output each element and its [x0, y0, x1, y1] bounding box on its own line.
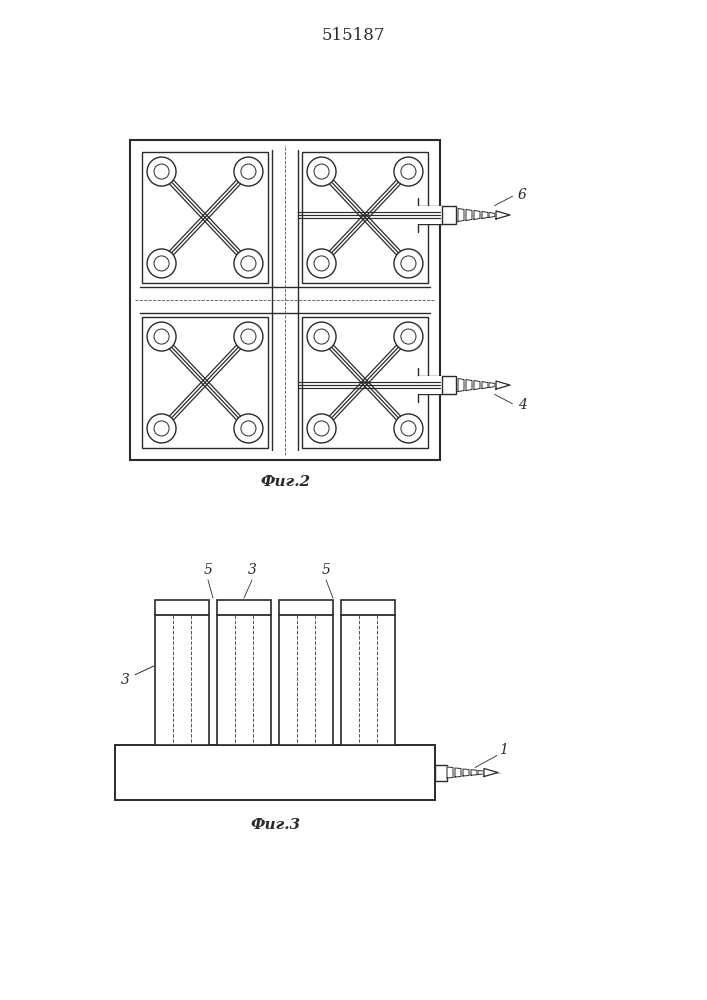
Circle shape [154, 421, 169, 436]
Bar [302, 152, 428, 283]
Circle shape [394, 414, 423, 443]
Polygon shape [474, 210, 480, 219]
Text: 3: 3 [247, 563, 257, 577]
Polygon shape [482, 211, 488, 218]
Circle shape [241, 421, 256, 436]
Polygon shape [474, 381, 480, 390]
Text: 6: 6 [518, 188, 527, 202]
Polygon shape [482, 382, 488, 389]
Bar [341, 600, 395, 745]
Bar [155, 600, 209, 745]
Polygon shape [496, 381, 510, 389]
Circle shape [394, 249, 423, 278]
Text: 3: 3 [121, 673, 129, 687]
Circle shape [147, 322, 176, 351]
Circle shape [234, 249, 263, 278]
Text: 515187: 515187 [321, 26, 385, 43]
Bar [140, 287, 430, 313]
Polygon shape [484, 768, 498, 776]
Circle shape [154, 329, 169, 344]
Bar [142, 317, 268, 448]
Polygon shape [489, 212, 495, 217]
Polygon shape [463, 769, 469, 776]
Polygon shape [478, 770, 484, 774]
Bar [272, 150, 298, 450]
Text: 5: 5 [204, 563, 212, 577]
Circle shape [241, 329, 256, 344]
Circle shape [234, 414, 263, 443]
Polygon shape [458, 379, 464, 392]
Circle shape [314, 421, 329, 436]
Polygon shape [471, 770, 477, 775]
Bar [302, 317, 428, 448]
Polygon shape [466, 209, 472, 220]
Bar [115, 745, 435, 800]
Circle shape [154, 256, 169, 271]
Circle shape [314, 256, 329, 271]
Bar [217, 600, 271, 745]
Circle shape [314, 329, 329, 344]
Circle shape [147, 414, 176, 443]
Circle shape [307, 414, 336, 443]
Polygon shape [458, 208, 464, 221]
Bar [418, 376, 442, 394]
Text: 5: 5 [322, 563, 330, 577]
Circle shape [241, 256, 256, 271]
Bar [418, 206, 442, 224]
Circle shape [401, 329, 416, 344]
Circle shape [147, 157, 176, 186]
Circle shape [401, 421, 416, 436]
Circle shape [147, 249, 176, 278]
Bar [442, 376, 456, 394]
Text: 1: 1 [498, 744, 508, 758]
Text: 4: 4 [518, 398, 527, 412]
Circle shape [401, 164, 416, 179]
Polygon shape [484, 771, 490, 774]
Polygon shape [489, 383, 495, 388]
Circle shape [307, 322, 336, 351]
Text: Фиг.2: Фиг.2 [260, 475, 310, 489]
Circle shape [394, 157, 423, 186]
Circle shape [401, 256, 416, 271]
Circle shape [307, 157, 336, 186]
Polygon shape [455, 768, 461, 777]
Circle shape [241, 164, 256, 179]
Bar [435, 764, 447, 780]
Circle shape [154, 164, 169, 179]
Bar [142, 152, 268, 283]
Circle shape [234, 157, 263, 186]
Polygon shape [496, 211, 510, 219]
Circle shape [314, 164, 329, 179]
Polygon shape [447, 767, 453, 778]
Polygon shape [466, 380, 472, 391]
Circle shape [234, 322, 263, 351]
Bar [279, 600, 333, 745]
Circle shape [307, 249, 336, 278]
Bar [130, 140, 440, 460]
Circle shape [394, 322, 423, 351]
Text: Фиг.3: Фиг.3 [250, 818, 300, 832]
Bar [442, 206, 456, 224]
